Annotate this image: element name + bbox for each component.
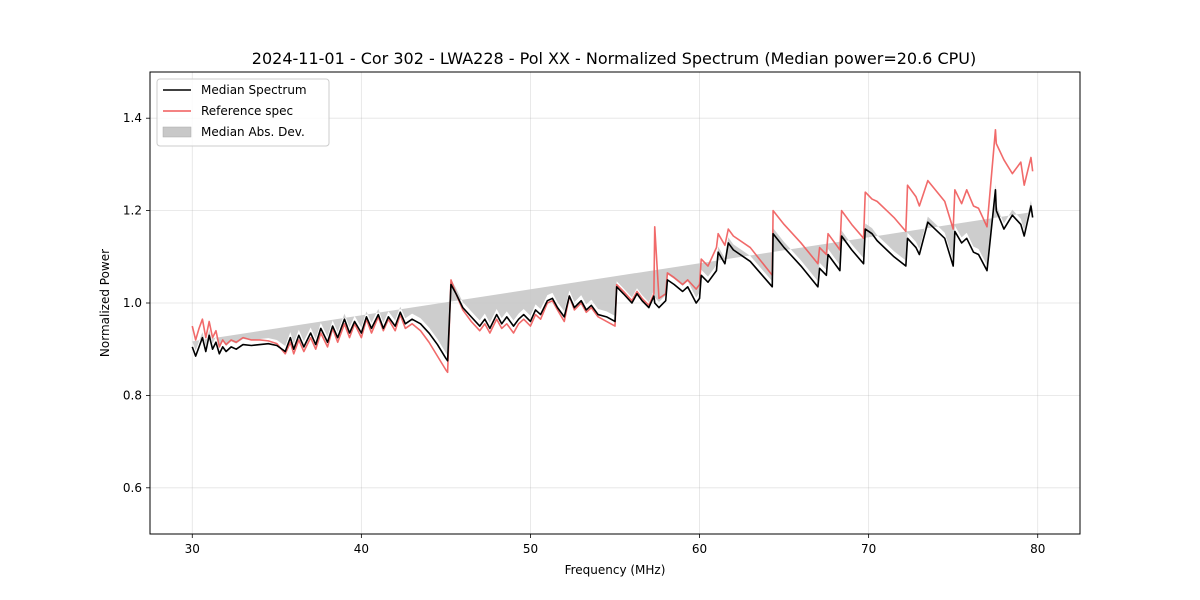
plot-area xyxy=(150,72,1080,534)
x-tick-label: 60 xyxy=(692,542,707,556)
legend-mad-label: Median Abs. Dev. xyxy=(201,125,305,139)
mad-band xyxy=(192,184,1033,356)
y-tick-label: 0.6 xyxy=(123,481,142,495)
legend-mad-swatch xyxy=(162,126,192,138)
y-tick-label: 1.4 xyxy=(123,111,142,125)
legend-box xyxy=(156,78,330,147)
legend: Median Spectrum Reference spec Median Ab… xyxy=(156,78,330,147)
legend-reference-label: Reference spec xyxy=(201,104,293,118)
y-tick-label: 0.8 xyxy=(123,388,142,402)
x-axis-ticks: 30 40 50 60 70 80 xyxy=(185,534,1045,556)
y-tick-label: 1.0 xyxy=(123,296,142,310)
mad-band-layer xyxy=(192,184,1033,356)
chart-title: 2024-11-01 - Cor 302 - LWA228 - Pol XX -… xyxy=(252,49,976,68)
x-tick-label: 80 xyxy=(1030,542,1045,556)
x-tick-label: 70 xyxy=(861,542,876,556)
x-tick-label: 50 xyxy=(523,542,538,556)
y-axis-ticks: 0.6 0.8 1.0 1.2 1.4 xyxy=(123,111,150,495)
y-tick-label: 1.2 xyxy=(123,204,142,218)
median-spectrum-line xyxy=(191,189,1034,362)
legend-median-label: Median Spectrum xyxy=(201,83,307,97)
y-axis-label: Normalized Power xyxy=(98,249,112,357)
x-axis-label: Frequency (MHz) xyxy=(565,563,666,577)
x-tick-label: 40 xyxy=(354,542,369,556)
median-line-layer xyxy=(191,189,1034,362)
x-tick-label: 30 xyxy=(185,542,200,556)
